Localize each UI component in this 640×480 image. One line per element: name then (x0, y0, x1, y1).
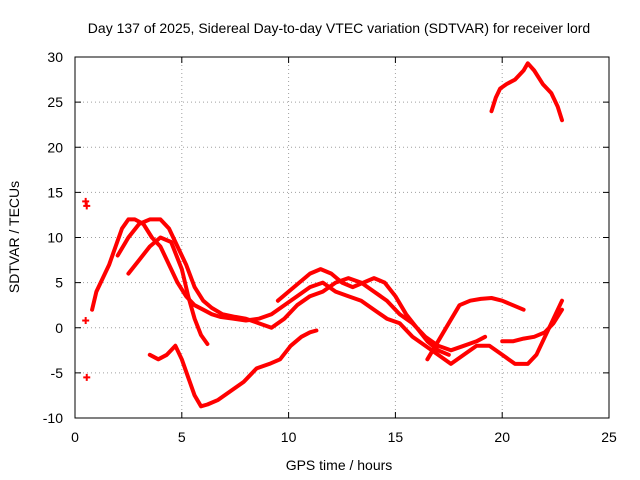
x-tick-label: 20 (494, 429, 510, 445)
y-tick-label: 0 (55, 320, 63, 336)
data-series-arc-2 (115, 217, 488, 353)
data-series-arc-8 (500, 307, 564, 344)
y-axis-label: SDTVAR / TECUs (6, 181, 22, 293)
data-series-arc-5 (275, 267, 451, 357)
data-series-arc-4 (147, 328, 319, 409)
x-tick-label: 0 (71, 429, 79, 445)
x-tick-label: 25 (601, 429, 617, 445)
data-series-arc-1 (90, 217, 564, 366)
y-tick-label: -10 (43, 410, 63, 426)
x-axis-label: GPS time / hours (286, 457, 393, 473)
y-tick-label: 20 (47, 139, 63, 155)
y-tick-label: 30 (47, 49, 63, 65)
data-series (82, 61, 564, 409)
data-series-arc-6 (425, 296, 526, 362)
axis-ticks: 0 5 10 15 20 25 -10 -5 0 5 10 15 20 25 30 (43, 49, 617, 445)
chart-title: Day 137 of 2025, Sidereal Day-to-day VTE… (88, 20, 590, 36)
y-tick-label: 5 (55, 275, 63, 291)
data-series-arc-7 (489, 61, 564, 123)
y-tick-label: 15 (47, 184, 63, 200)
y-tick-label: 10 (47, 230, 63, 246)
y-tick-label: 25 (47, 94, 63, 110)
data-point (82, 317, 90, 325)
data-point (82, 197, 90, 205)
data-point (83, 202, 91, 210)
y-tick-label: -5 (51, 365, 64, 381)
x-tick-label: 5 (178, 429, 186, 445)
data-series-arc-3 (126, 235, 210, 346)
x-tick-label: 15 (388, 429, 404, 445)
data-point (83, 373, 91, 381)
x-tick-label: 10 (281, 429, 297, 445)
